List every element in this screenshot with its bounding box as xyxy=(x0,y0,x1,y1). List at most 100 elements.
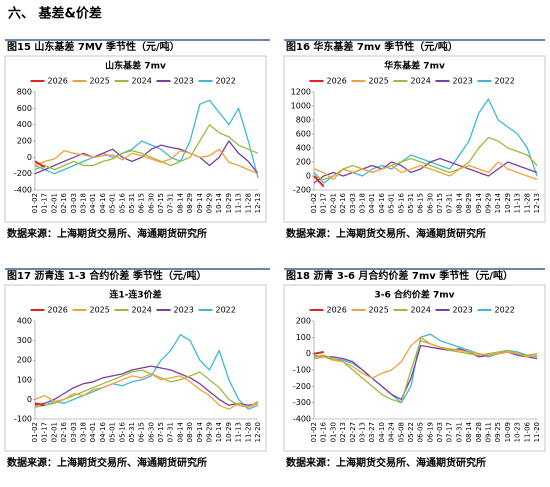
x-tick-label: 10-14 xyxy=(215,192,223,213)
x-tick-label: 08-28 xyxy=(475,422,483,442)
x-tick-label: 07-31 xyxy=(167,422,175,442)
series-line xyxy=(34,402,45,407)
x-tick-label: 12-13 xyxy=(254,193,262,213)
x-tick-label: 11-28 xyxy=(244,193,252,213)
series-line xyxy=(34,373,259,410)
x-tick-label: 02-27 xyxy=(349,422,357,442)
x-tick-label: 08-14 xyxy=(176,192,184,213)
x-tick-label: 03-03 xyxy=(70,422,78,442)
y-tick-label: 400 xyxy=(17,120,32,129)
x-tick-label: 07-17 xyxy=(446,422,454,442)
x-tick-label: 09-25 xyxy=(494,422,502,442)
x-tick-label: 10-23 xyxy=(514,422,522,442)
legend-label: 2026 xyxy=(327,77,347,86)
x-tick-label: 11-28 xyxy=(523,193,531,213)
y-tick-label: 0 xyxy=(306,349,311,358)
x-tick-label: 10-14 xyxy=(215,421,223,442)
x-tick-label: 04-01 xyxy=(89,422,97,442)
figure-source: 数据来源：上海期货交易所、海通期货研究所 xyxy=(286,456,486,469)
y-tick-label: 200 xyxy=(296,317,311,326)
x-tick-label: 12-13 xyxy=(533,193,541,213)
x-tick-label: 05-16 xyxy=(118,421,126,442)
x-tick-label: 08-14 xyxy=(176,421,184,442)
legend-label: 2025 xyxy=(369,306,389,315)
x-tick-label: 04-01 xyxy=(368,193,376,213)
x-tick-label: 03-18 xyxy=(79,422,87,442)
legend-label: 2022 xyxy=(495,77,515,86)
x-tick-label: 03-18 xyxy=(358,193,366,213)
legend-label: 2023 xyxy=(174,77,194,86)
chart-title: 3-6 合约价差 7mv xyxy=(374,289,454,301)
x-tick-label: 05-31 xyxy=(128,422,136,442)
x-tick-label: 02-16 xyxy=(60,192,68,213)
y-tick-label: 1000 xyxy=(291,102,311,111)
y-tick-label: 100 xyxy=(17,375,32,384)
y-tick-label: 0 xyxy=(27,153,32,162)
x-tick-label: 10-29 xyxy=(504,193,512,213)
series-line xyxy=(34,365,259,406)
x-tick-label: 03-03 xyxy=(349,193,357,213)
x-tick-label: 11-20 xyxy=(533,422,541,442)
figure-caption: 图17 沥青连 1-3 合约价差 季节性（元/吨） xyxy=(7,269,207,282)
y-tick-label: 0 xyxy=(27,395,32,404)
legend-label: 2023 xyxy=(453,306,473,315)
x-tick-label: 08-14 xyxy=(465,421,473,442)
x-tick-label: 06-19 xyxy=(426,422,434,442)
y-tick-label: -200 xyxy=(293,382,311,391)
figure-caption: 图15 山东基差 7MV 季节性（元/吨） xyxy=(7,40,180,53)
section-title: 六、 基差&价差 xyxy=(8,6,102,22)
y-tick-label: -100 xyxy=(14,415,32,424)
y-tick-label: 200 xyxy=(296,158,311,167)
legend-label: 2026 xyxy=(327,306,347,315)
x-tick-label: 06-05 xyxy=(417,422,425,442)
x-tick-label: 10-29 xyxy=(225,193,233,213)
x-tick-label: 03-13 xyxy=(358,422,366,442)
x-tick-label: 06-30 xyxy=(147,193,155,213)
x-tick-label: 01-30 xyxy=(329,422,337,442)
y-tick-label: 600 xyxy=(17,104,32,113)
series-line xyxy=(313,157,538,184)
x-tick-label: 01-17 xyxy=(41,193,49,213)
x-tick-label: 01-02 xyxy=(310,422,318,442)
x-tick-label: 06-15 xyxy=(417,193,425,213)
x-tick-label: 03-18 xyxy=(79,193,87,213)
figure-caption: 图16 华东基差 7mv 季节性（元/吨） xyxy=(286,40,458,53)
chart-title: 连1-连3价差 xyxy=(109,289,161,301)
y-tick-label: 200 xyxy=(17,137,32,146)
y-tick-label: -200 xyxy=(293,186,311,195)
figure-source: 数据来源：上海期货交易所、海通期货研究所 xyxy=(286,227,486,240)
x-tick-label: 02-16 xyxy=(60,421,68,442)
y-tick-label: -100 xyxy=(293,366,311,375)
series-line xyxy=(313,175,325,188)
x-tick-label: 05-31 xyxy=(128,193,136,213)
x-tick-label: 01-17 xyxy=(320,193,328,213)
x-tick-label: 05-31 xyxy=(407,193,415,213)
x-tick-label: 08-29 xyxy=(465,193,473,213)
series-line xyxy=(313,136,538,181)
series-line xyxy=(34,369,259,408)
legend-label: 2024 xyxy=(132,306,152,315)
x-tick-label: 06-15 xyxy=(138,193,146,213)
x-tick-label: 09-14 xyxy=(196,421,204,442)
x-tick-label: 02-01 xyxy=(329,193,337,213)
y-tick-label: 400 xyxy=(17,317,32,326)
legend-label: 2022 xyxy=(216,306,236,315)
x-tick-label: 12-20 xyxy=(254,422,262,442)
x-tick-label: 04-16 xyxy=(99,421,107,442)
x-tick-label: 07-31 xyxy=(455,422,463,442)
x-tick-label: 09-29 xyxy=(206,422,214,442)
legend-label: 2023 xyxy=(453,77,473,86)
x-tick-label: 07-15 xyxy=(436,193,444,213)
chart-title: 山东基差 7mv xyxy=(105,60,166,72)
x-tick-label: 01-02 xyxy=(310,193,318,213)
x-tick-label: 04-01 xyxy=(89,193,97,213)
x-tick-label: 05-16 xyxy=(397,192,405,213)
series-line xyxy=(313,339,538,404)
x-tick-label: 09-29 xyxy=(206,193,214,213)
x-tick-label: 09-14 xyxy=(475,192,483,213)
y-tick-label: 0 xyxy=(306,172,311,181)
x-tick-label: 06-30 xyxy=(426,193,434,213)
series-line xyxy=(313,351,324,355)
x-tick-label: 01-17 xyxy=(41,422,49,442)
